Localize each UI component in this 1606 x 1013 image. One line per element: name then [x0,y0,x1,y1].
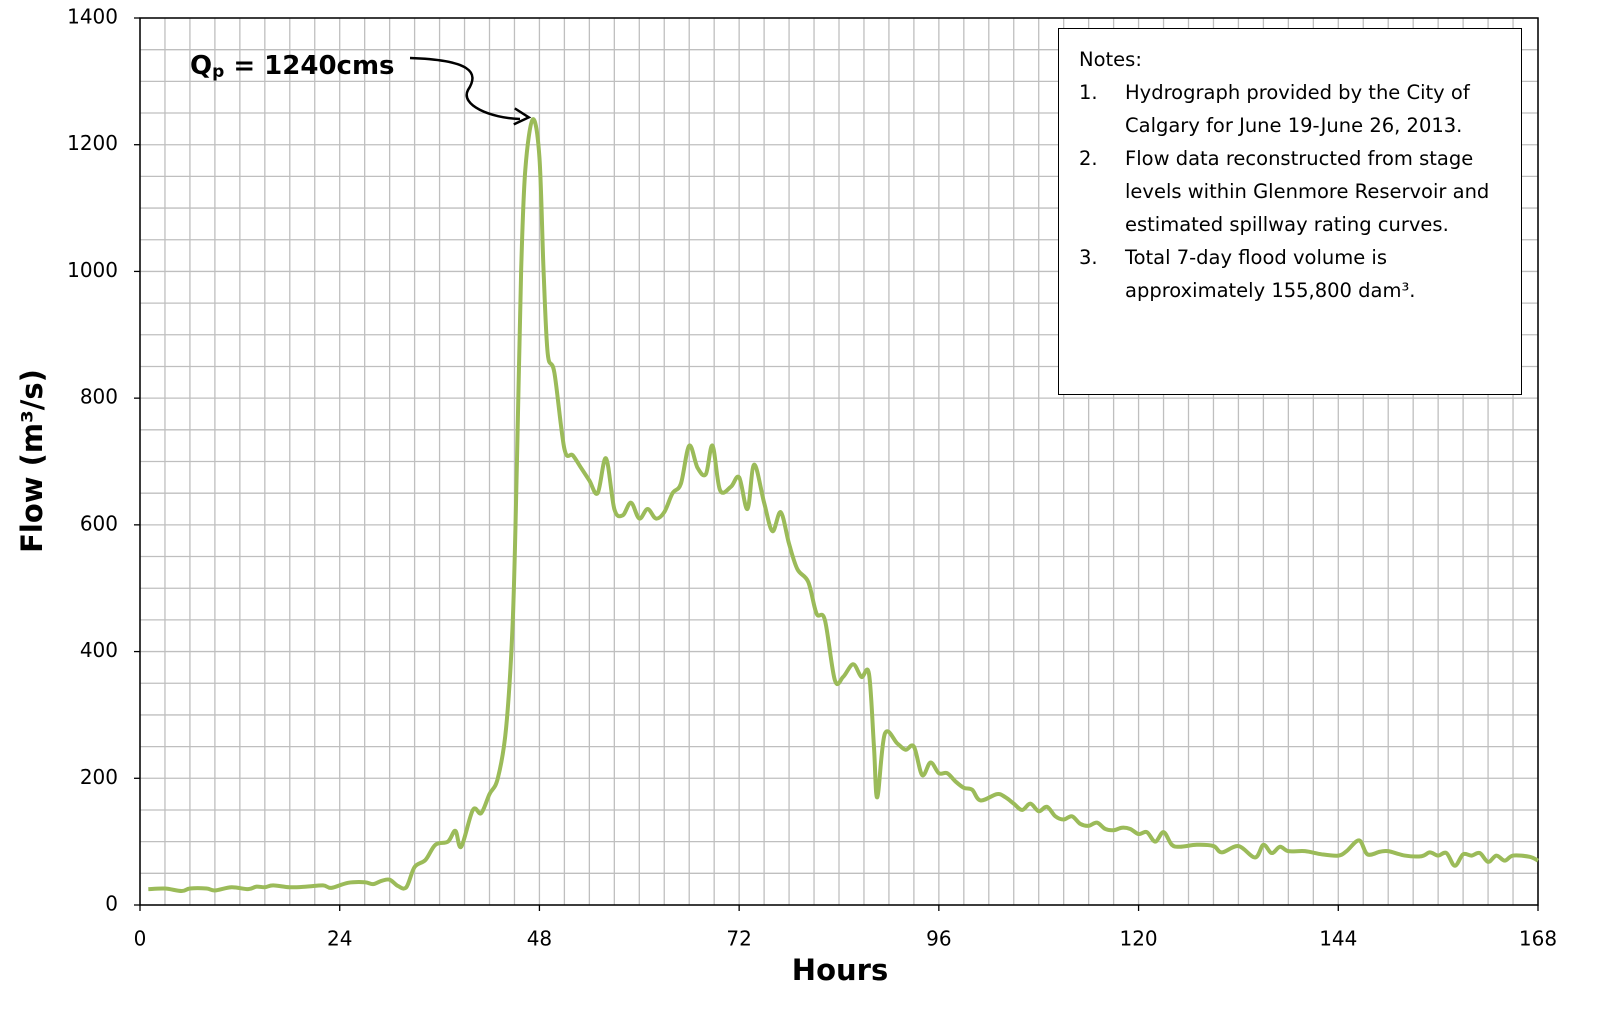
y-tick-label: 400 [80,638,118,662]
y-tick-label: 1400 [67,5,118,29]
annotation-rest: = 1240cms [224,51,394,81]
notes-title: Notes: [1079,48,1142,71]
note-item: 3. Total 7-day flood volume is approximat… [1079,241,1501,307]
x-tick-label: 72 [726,927,751,951]
x-tick-label: 168 [1519,927,1557,951]
note-number: 2. [1079,147,1098,170]
marks [148,117,1539,894]
annotation-subscript: p [212,62,224,82]
annotation-arrow [409,56,521,121]
x-tick-label: 48 [527,927,552,951]
note-item: 2. Flow data reconstructed from stage lev… [1079,142,1501,241]
note-number: 3. [1079,246,1098,269]
x-axis-title: Hours [792,953,888,987]
x-tick-label: 120 [1119,927,1157,951]
note-item: 1. Hydrograph provided by the City of Cal… [1079,76,1501,142]
notes-box: Notes: 1. Hydrograph provided by the City… [1058,28,1522,395]
y-tick-label: 1000 [67,258,118,282]
y-tick-label: 0 [105,892,118,916]
x-tick-label: 144 [1319,927,1357,951]
y-tick-label: 200 [80,765,118,789]
y-axis-title: Flow (m³/s) [15,369,49,553]
x-tick-label: 24 [327,927,352,951]
x-tick-label: 96 [926,927,951,951]
flow-line [148,117,1539,894]
note-text: Flow data reconstructed from stage level… [1125,147,1490,236]
note-text: Total 7-day flood volume is approximatel… [1125,246,1416,302]
plot-frame [139,17,1539,906]
annotation: Qp = 1240cms [190,51,395,83]
y-tick-label: 1200 [67,131,118,155]
note-number: 1. [1079,81,1098,104]
notes-list: 1. Hydrograph provided by the City of Cal… [1079,76,1501,307]
x-tick-label: 0 [134,927,147,951]
note-text: Hydrograph provided by the City of Calga… [1125,81,1470,137]
y-tick-label: 600 [80,511,118,535]
annotation-text: Q [190,51,212,81]
grid [134,17,1539,911]
y-tick-label: 800 [80,385,118,409]
arrow-head [513,107,532,126]
